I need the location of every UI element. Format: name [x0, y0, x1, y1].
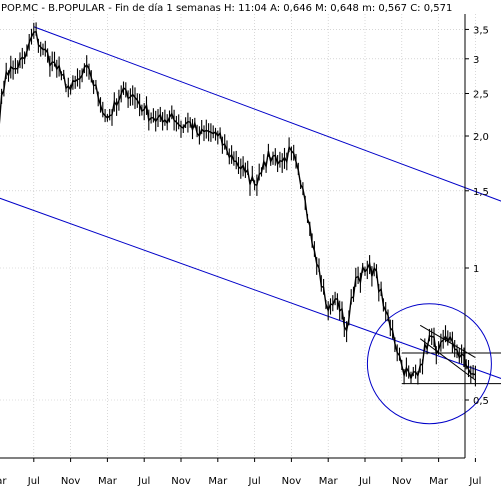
y-tick-label: 2,0: [473, 132, 489, 143]
highlight-circle: [366, 303, 492, 425]
x-tick-label: Nov: [392, 476, 412, 487]
x-tick-label: Mar: [319, 476, 339, 487]
price-line: [0, 30, 476, 381]
axis-layer: [0, 14, 466, 459]
x-tick-label: Mar: [429, 476, 449, 487]
x-tick-label: Mar: [98, 476, 118, 487]
x-tick-label: Nov: [171, 476, 191, 487]
y-tick-label: 1,5: [473, 187, 489, 198]
x-tick-label: Mar: [0, 476, 7, 487]
trendline-layer: [0, 26, 501, 425]
channel-trendline: [33, 26, 501, 202]
y-tick-label: 0,5: [473, 396, 489, 407]
x-tick-label: Nov: [282, 476, 302, 487]
price-series-layer: [0, 22, 476, 387]
y-tick-labels: 3,5 3 2,5 2,0 1,5 1 0,5: [473, 25, 489, 407]
x-tick-label: Jul: [27, 476, 40, 487]
x-tick-label: Jul: [137, 476, 150, 487]
y-tick-label: 1: [473, 264, 479, 275]
grid-layer: [0, 14, 476, 462]
channel-trendline: [0, 197, 501, 379]
x-tick-labels: Mar Jul Nov Mar Jul Nov Mar Jul Nov Mar Jul Nov Mar J…: [0, 476, 481, 487]
x-tick-label: Jul: [358, 476, 371, 487]
x-tick-label: Jul: [468, 476, 481, 487]
x-tick-label: Nov: [61, 476, 81, 487]
x-tick-label: Jul: [248, 476, 261, 487]
flag-trendline: [419, 338, 476, 381]
y-tick-label: 2,5: [473, 90, 489, 101]
y-tick-label: 3: [473, 55, 479, 66]
x-tick-label: Mar: [208, 476, 228, 487]
y-tick-label: 3,5: [473, 25, 489, 36]
chart-header: POP.MC - B.POPULAR - Fin de día 1 semana…: [1, 2, 452, 14]
